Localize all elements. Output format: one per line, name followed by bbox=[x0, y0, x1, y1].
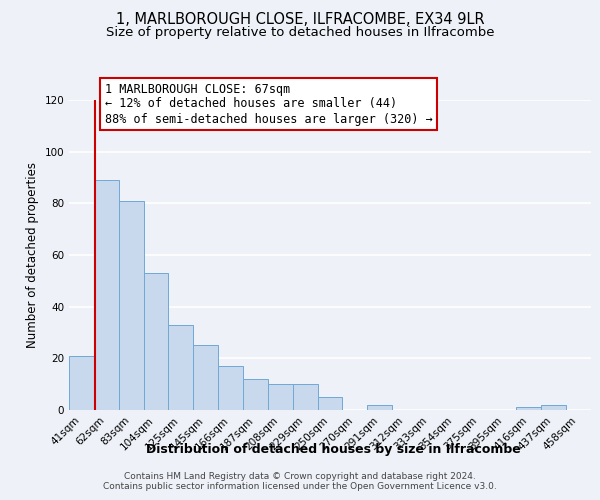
Bar bbox=[119, 200, 143, 410]
Bar bbox=[69, 356, 94, 410]
Bar bbox=[243, 379, 268, 410]
Bar bbox=[169, 325, 193, 410]
Bar bbox=[143, 273, 169, 410]
Bar bbox=[268, 384, 293, 410]
Text: 1, MARLBOROUGH CLOSE, ILFRACOMBE, EX34 9LR: 1, MARLBOROUGH CLOSE, ILFRACOMBE, EX34 9… bbox=[116, 12, 484, 28]
Text: Contains public sector information licensed under the Open Government Licence v3: Contains public sector information licen… bbox=[103, 482, 497, 491]
Bar bbox=[193, 346, 218, 410]
Bar bbox=[367, 405, 392, 410]
Text: 1 MARLBOROUGH CLOSE: 67sqm
← 12% of detached houses are smaller (44)
88% of semi: 1 MARLBOROUGH CLOSE: 67sqm ← 12% of deta… bbox=[105, 82, 433, 126]
Bar bbox=[218, 366, 243, 410]
Bar bbox=[94, 180, 119, 410]
Text: Distribution of detached houses by size in Ilfracombe: Distribution of detached houses by size … bbox=[146, 442, 520, 456]
Bar bbox=[317, 397, 343, 410]
Bar bbox=[517, 408, 541, 410]
Text: Contains HM Land Registry data © Crown copyright and database right 2024.: Contains HM Land Registry data © Crown c… bbox=[124, 472, 476, 481]
Text: Size of property relative to detached houses in Ilfracombe: Size of property relative to detached ho… bbox=[106, 26, 494, 39]
Bar bbox=[293, 384, 317, 410]
Y-axis label: Number of detached properties: Number of detached properties bbox=[26, 162, 39, 348]
Bar bbox=[541, 405, 566, 410]
